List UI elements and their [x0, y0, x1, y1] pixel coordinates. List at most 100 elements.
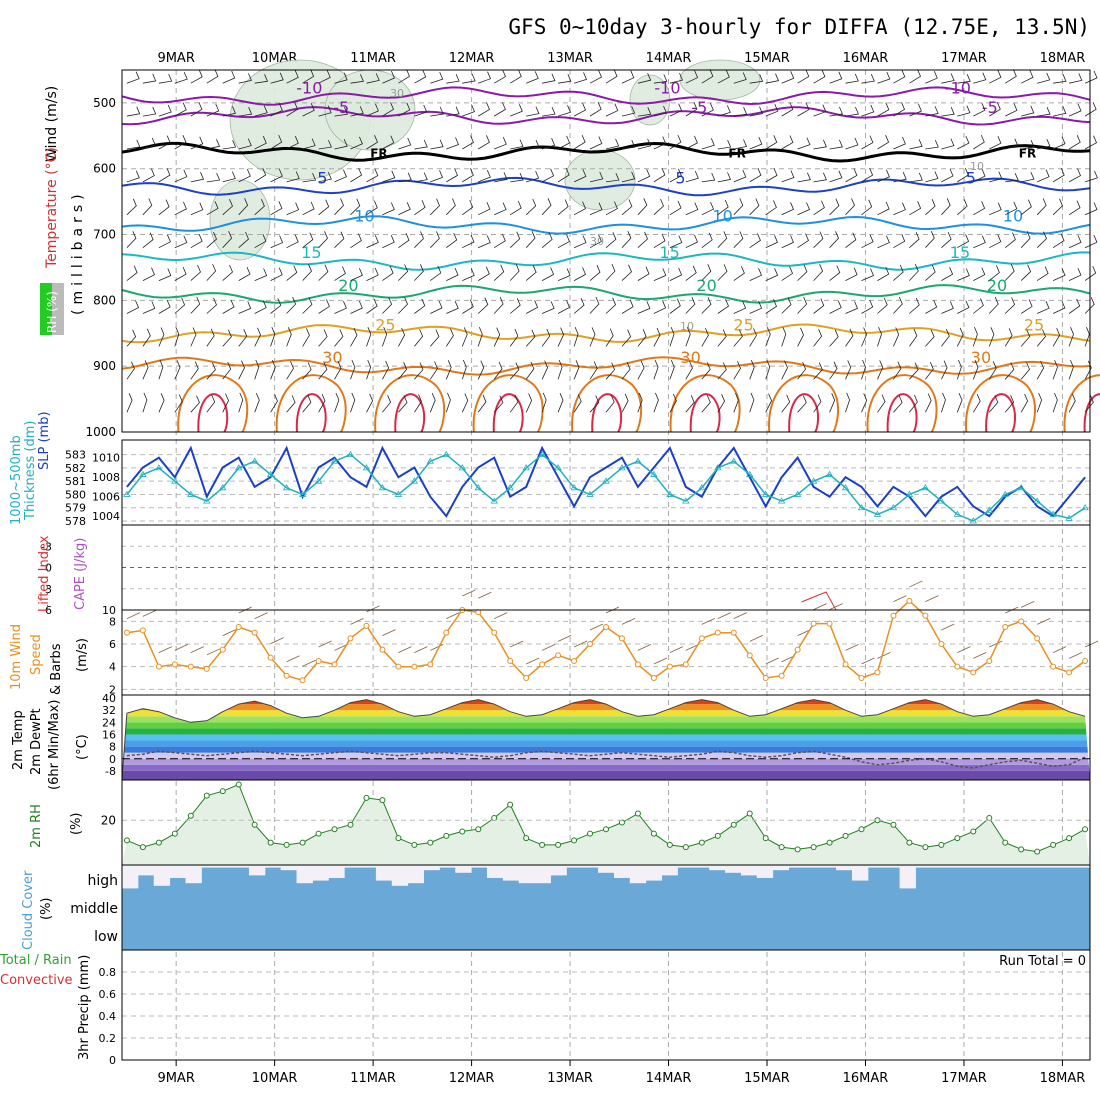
wind-barb	[829, 139, 843, 150]
wind-barb	[941, 138, 955, 150]
wind-barb	[669, 235, 683, 249]
date-label-bottom: 15MAR	[744, 1071, 790, 1086]
date-label-top: 15MAR	[744, 51, 790, 66]
wind-barb	[989, 136, 1002, 150]
cloud-high-gap	[375, 865, 393, 881]
wind-barb	[1037, 107, 1051, 117]
wind-barb	[557, 393, 564, 413]
wind10m-barb	[877, 651, 891, 659]
wind10m-barb	[893, 595, 907, 603]
wind-barb	[1084, 297, 1095, 314]
rh-marker	[379, 797, 386, 804]
wind-barb	[206, 297, 217, 314]
ylabel-6hr: (6hr Min/Max)	[47, 700, 62, 790]
date-label-bottom: 16MAR	[843, 1071, 889, 1086]
wind-barb	[366, 393, 374, 413]
wind10m-barb	[813, 603, 827, 610]
wind-barb	[477, 326, 483, 347]
wind-barb	[781, 102, 794, 117]
wind-barb	[302, 264, 312, 281]
wind-barb	[238, 392, 244, 413]
wind-barb	[909, 231, 920, 248]
wind-barb	[206, 231, 217, 248]
wind10m-barb	[430, 644, 444, 651]
wind-barb	[909, 362, 919, 380]
wind-barb	[941, 328, 950, 347]
wind-barb	[956, 392, 963, 413]
slp-line	[126, 445, 1086, 518]
wind-barb	[749, 268, 763, 281]
wind10m-barb	[158, 646, 173, 654]
wind-barb	[1020, 362, 1030, 380]
cloud-high-gap	[566, 865, 583, 868]
precip-tick-label: 0	[109, 1054, 116, 1067]
rh-marker	[1050, 841, 1057, 848]
wind10m-barb	[1068, 651, 1083, 659]
wind-barb	[637, 138, 652, 150]
wind-barb	[1052, 136, 1066, 150]
wind-barb	[1068, 235, 1082, 249]
wind10m-marker	[171, 661, 178, 668]
wind10m-marker	[219, 646, 226, 653]
ylabel-cape: CAPE (J/kg)	[73, 538, 88, 610]
date-axis: 9MAR9MAR10MAR10MAR11MAR11MAR12MAR12MAR13…	[157, 51, 1085, 1086]
wind10m-marker	[427, 661, 434, 668]
cloud-high-gap	[947, 865, 964, 868]
wind10m-barb	[989, 640, 1003, 648]
wind-barb	[637, 360, 645, 380]
wind-barb	[366, 73, 380, 84]
wind-barb	[286, 395, 296, 413]
wind-barb	[1004, 232, 1016, 249]
wind-barb	[174, 102, 187, 117]
wind-barb	[973, 168, 986, 183]
rh-marker	[507, 801, 514, 808]
wind-barb	[382, 202, 395, 216]
wind-barb	[893, 296, 903, 314]
wind-barb	[238, 266, 251, 281]
wind-barb	[1084, 102, 1097, 117]
wind-barb	[941, 73, 955, 84]
wind-barb	[749, 136, 763, 150]
isotherm-label: -5	[691, 98, 707, 117]
wind-barb	[254, 268, 268, 281]
wind-barb	[334, 72, 348, 84]
wind10m-marker	[395, 663, 402, 670]
wind10m-marker	[123, 629, 130, 636]
wind-barb	[877, 360, 884, 380]
wind-barb	[653, 300, 667, 314]
cloud-high-gap	[455, 865, 472, 873]
wind-barb	[430, 265, 442, 281]
ylabel-speed: Speed	[29, 634, 44, 675]
wind-barb	[749, 392, 755, 413]
cloud-high-gap	[312, 865, 329, 881]
wind10m-marker	[746, 652, 753, 659]
wind-tick-label: 8	[109, 615, 116, 628]
wind-barb	[461, 327, 468, 347]
wind-barb	[557, 167, 570, 183]
wind-barb	[957, 300, 970, 314]
rh-marker	[842, 832, 849, 839]
wind-barb	[669, 298, 681, 314]
wind-barb	[350, 167, 363, 183]
thickness-marker	[378, 484, 387, 491]
wind-barb	[573, 235, 587, 249]
wind10m-marker	[1002, 624, 1009, 630]
cloud-high-gap	[709, 865, 726, 871]
date-label-bottom: 17MAR	[941, 1071, 987, 1086]
wind-barb	[1020, 199, 1032, 216]
wind-barb	[861, 327, 868, 347]
rh-marker	[283, 841, 290, 848]
temp-band	[122, 722, 1090, 729]
wind-barb	[126, 231, 137, 248]
wind-barb	[621, 329, 632, 347]
wind10m-barb	[701, 617, 715, 625]
wind-barb	[941, 267, 954, 281]
wind-barb	[254, 199, 265, 216]
temp-tick-label: 8	[109, 741, 116, 754]
wind-barb	[286, 136, 299, 150]
wind-barb	[478, 169, 491, 183]
thickness-line	[126, 453, 1086, 522]
wind-barb	[462, 199, 474, 216]
wind-barb	[334, 231, 345, 248]
wind-barb	[589, 136, 603, 150]
